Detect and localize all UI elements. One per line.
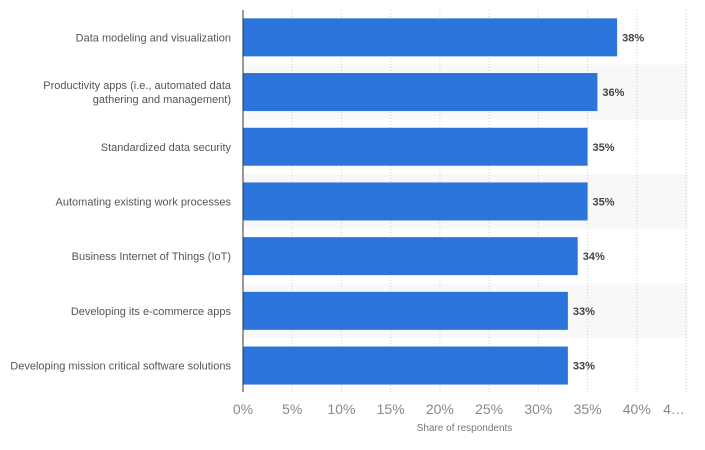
category-label: Developing its e-commerce apps bbox=[71, 306, 232, 318]
bar bbox=[243, 182, 588, 221]
category-label: Standardized data security bbox=[101, 142, 232, 154]
bar bbox=[243, 73, 598, 112]
value-label: 38% bbox=[622, 32, 644, 44]
value-label: 33% bbox=[573, 361, 595, 373]
bar bbox=[243, 346, 568, 385]
category-label: Productivity apps (i.e., automated data bbox=[43, 80, 232, 92]
bar bbox=[243, 18, 618, 57]
x-axis-title: Share of respondents bbox=[417, 423, 513, 434]
x-tick-label: 25% bbox=[475, 401, 503, 417]
bar bbox=[243, 127, 588, 166]
bar bbox=[243, 237, 578, 276]
value-label: 35% bbox=[593, 142, 615, 154]
value-label: 34% bbox=[583, 251, 605, 263]
x-tick-label: 10% bbox=[327, 401, 355, 417]
category-label: Developing mission critical software sol… bbox=[10, 361, 231, 373]
x-tick-label: 0% bbox=[233, 401, 253, 417]
bar bbox=[243, 291, 568, 330]
category-labels: Data modeling and visualization Productiv… bbox=[10, 32, 232, 372]
x-tick-label: 20% bbox=[426, 401, 454, 417]
category-label: Data modeling and visualization bbox=[76, 32, 231, 44]
category-label: Business Internet of Things (IoT) bbox=[72, 251, 231, 263]
category-label: gathering and management) bbox=[93, 94, 231, 106]
value-label: 33% bbox=[573, 306, 595, 318]
value-label: 35% bbox=[593, 196, 615, 208]
x-tick-label: 5% bbox=[282, 401, 302, 417]
x-tick-label: 35% bbox=[574, 401, 602, 417]
x-tick-label: 30% bbox=[524, 401, 552, 417]
x-tick-label: 40% bbox=[623, 401, 651, 417]
value-label: 36% bbox=[602, 87, 624, 99]
x-tick-labels: 0% 5% 10% 15% 20% 25% 30% 35% 40% 4… bbox=[233, 401, 685, 417]
x-tick-label: 4… bbox=[663, 401, 685, 417]
value-labels: 38% 36% 35% 35% 34% 33% 33% bbox=[573, 32, 644, 372]
bars bbox=[243, 18, 618, 385]
x-tick-label: 15% bbox=[377, 401, 405, 417]
category-label: Automating existing work processes bbox=[56, 196, 232, 208]
